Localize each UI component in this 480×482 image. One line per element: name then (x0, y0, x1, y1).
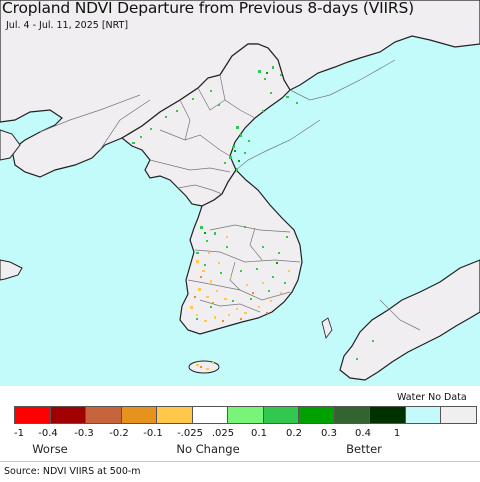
date-range-subtitle: Jul. 4 - Jul. 11, 2025 [NRT] (6, 20, 129, 31)
tsushima-island (321, 317, 333, 339)
legend-swatch (333, 406, 370, 424)
ndvi-dark-green-pixels (204, 72, 278, 264)
legend-category-worse: Worse (32, 442, 68, 456)
japan (339, 259, 480, 381)
legend-tick: -.025 (177, 428, 203, 439)
legend-swatch (440, 406, 477, 424)
ndvi-worse-pixels (190, 236, 290, 370)
legend: Water No Data -1 -0.4 -0.3 -0.2 -0.1 -.0… (0, 386, 480, 461)
map-area (0, 0, 480, 386)
map-canvas (0, 0, 480, 386)
south-korea (179, 169, 303, 335)
legend-tick: 0.2 (286, 428, 302, 439)
legend-swatch (156, 406, 193, 424)
footer: Source: NDVI VIIRS at 500-m (0, 461, 480, 482)
legend-swatch (14, 406, 51, 424)
legend-swatch (404, 406, 441, 424)
legend-swatch (298, 406, 335, 424)
legend-tick: -1 (14, 428, 24, 439)
jeju-island (188, 360, 220, 374)
legend-swatch (369, 406, 406, 424)
legend-tick: -0.3 (74, 428, 94, 439)
legend-swatch (120, 406, 157, 424)
source-credit: Source: NDVI VIIRS at 500-m (4, 466, 141, 477)
legend-swatch (262, 406, 299, 424)
legend-tick: 0.1 (251, 428, 267, 439)
ndvi-moderate-worse-pixels (194, 276, 268, 368)
map-title: Cropland NDVI Departure from Previous 8-… (2, 0, 414, 17)
ndvi-better-pixels (132, 66, 374, 360)
legend-swatch (227, 406, 264, 424)
legend-tick: .025 (211, 428, 235, 439)
water-no-data-label: Water No Data (397, 392, 467, 403)
legend-tick: -0.1 (143, 428, 163, 439)
legend-tick: 0.4 (355, 428, 371, 439)
admin-boundaries (39, 59, 421, 331)
legend-category-no-change: No Change (176, 442, 240, 456)
legend-tick: -0.2 (109, 428, 129, 439)
shandong-coast (0, 259, 23, 281)
legend-swatch (191, 406, 228, 424)
legend-tick: 1 (393, 428, 401, 439)
legend-swatch (85, 406, 122, 424)
liaodong-coast (0, 129, 21, 161)
legend-category-better: Better (346, 442, 382, 456)
legend-tick: 0.3 (321, 428, 337, 439)
legend-swatch (49, 406, 86, 424)
legend-color-bar (14, 406, 477, 424)
legend-tick: -0.4 (38, 428, 58, 439)
